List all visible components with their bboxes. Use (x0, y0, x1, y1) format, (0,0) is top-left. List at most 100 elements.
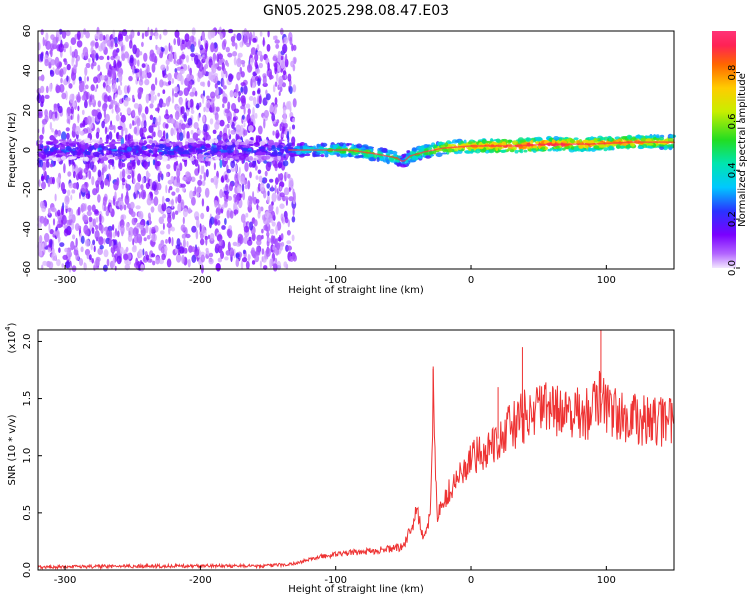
ridge-blob (472, 140, 476, 143)
noise-speck (288, 196, 294, 202)
ridge-blob (263, 155, 271, 160)
noise-speck (50, 239, 53, 248)
noise-speck (102, 103, 107, 112)
spectrogram-y-tick-label: -40 (22, 221, 33, 237)
noise-speck (200, 81, 205, 87)
noise-speck (201, 224, 205, 235)
noise-speck (188, 80, 193, 90)
noise-speck (159, 79, 164, 88)
noise-speck (154, 55, 158, 64)
noise-speck (277, 84, 280, 91)
noise-speck (291, 216, 296, 223)
noise-speck (102, 35, 106, 41)
noise-speck (167, 72, 172, 82)
ridge-blob (519, 140, 526, 143)
noise-speck (151, 63, 156, 73)
colorbar-label: Normalized spectral amplitude (737, 73, 748, 227)
noise-speck (105, 210, 110, 217)
ridge-blob (299, 153, 307, 157)
noise-speck (71, 222, 75, 230)
noise-speck (70, 106, 74, 115)
noise-speck (226, 123, 230, 129)
noise-speck (203, 106, 206, 113)
noise-speck (166, 172, 169, 178)
noise-speck (247, 253, 250, 263)
ridge-blob (78, 138, 82, 142)
snr-scale-close: ) (7, 322, 18, 326)
ridge-blob (60, 155, 67, 161)
noise-speck (194, 186, 197, 195)
noise-speck (222, 96, 228, 104)
noise-speck (151, 181, 157, 191)
noise-speck (292, 117, 295, 123)
ridge-blob (279, 148, 285, 154)
noise-speck (51, 128, 54, 133)
noise-speck (289, 36, 293, 46)
noise-speck (194, 90, 198, 97)
noise-speck (109, 206, 113, 213)
ridge-blob (381, 148, 388, 153)
noise-speck (189, 35, 195, 43)
noise-speck (132, 94, 135, 100)
noise-speck (208, 258, 214, 265)
noise-speck (255, 103, 260, 109)
noise-speck (212, 175, 219, 186)
ridge-blob (167, 150, 173, 153)
noise-speck (283, 187, 290, 196)
noise-speck (109, 230, 113, 240)
ridge-blob (235, 156, 240, 160)
noise-speck (128, 34, 132, 40)
ridge-blob (635, 134, 642, 139)
noise-speck (146, 71, 152, 79)
noise-speck (275, 72, 279, 82)
noise-speck (97, 112, 102, 120)
noise-speck (194, 248, 200, 257)
noise-speck (129, 201, 135, 209)
noise-speck (117, 230, 120, 238)
spectrogram-y-tick-label: 40 (22, 64, 33, 77)
noise-speck (94, 230, 100, 240)
noise-speck (73, 48, 78, 59)
ridge-blob (597, 139, 602, 142)
noise-speck (86, 115, 92, 125)
noise-speck (162, 130, 166, 139)
ridge-blob (507, 139, 513, 143)
noise-speck (240, 82, 246, 87)
spectrogram-y-label: Frequency (Hz) (7, 112, 18, 188)
ridge-blob (157, 148, 165, 151)
ridge-blob (296, 143, 301, 147)
noise-speck (272, 245, 275, 251)
noise-speck (127, 234, 133, 242)
noise-speck (51, 252, 57, 261)
noise-speck (121, 53, 126, 62)
noise-speck (254, 52, 259, 62)
noise-speck (175, 196, 178, 204)
noise-speck (67, 207, 72, 213)
noise-speck (175, 253, 182, 263)
ridge-blob (74, 147, 79, 150)
ridge-blob (441, 152, 448, 155)
noise-speck (237, 198, 243, 209)
noise-speck (141, 63, 146, 68)
noise-speck (41, 126, 45, 135)
ridge-blob (135, 145, 140, 151)
noise-speck (82, 46, 89, 57)
noise-speck (181, 123, 186, 130)
noise-speck (264, 178, 267, 183)
noise-speck (203, 123, 208, 133)
snr-x-label: Height of straight line (km) (288, 584, 424, 595)
noise-speck (97, 100, 102, 108)
noise-speck (145, 224, 149, 234)
noise-speck (133, 103, 139, 109)
ridge-blob (68, 143, 76, 146)
noise-speck (153, 196, 159, 207)
ridge-blob (287, 146, 294, 151)
noise-speck (138, 191, 141, 199)
noise-speck (230, 36, 236, 43)
noise-speck (189, 91, 195, 97)
snr-x-tick-label: -300 (54, 575, 77, 586)
noise-speck (266, 194, 270, 205)
noise-speck (139, 220, 146, 226)
noise-speck (281, 82, 286, 88)
noise-speck (154, 160, 158, 170)
